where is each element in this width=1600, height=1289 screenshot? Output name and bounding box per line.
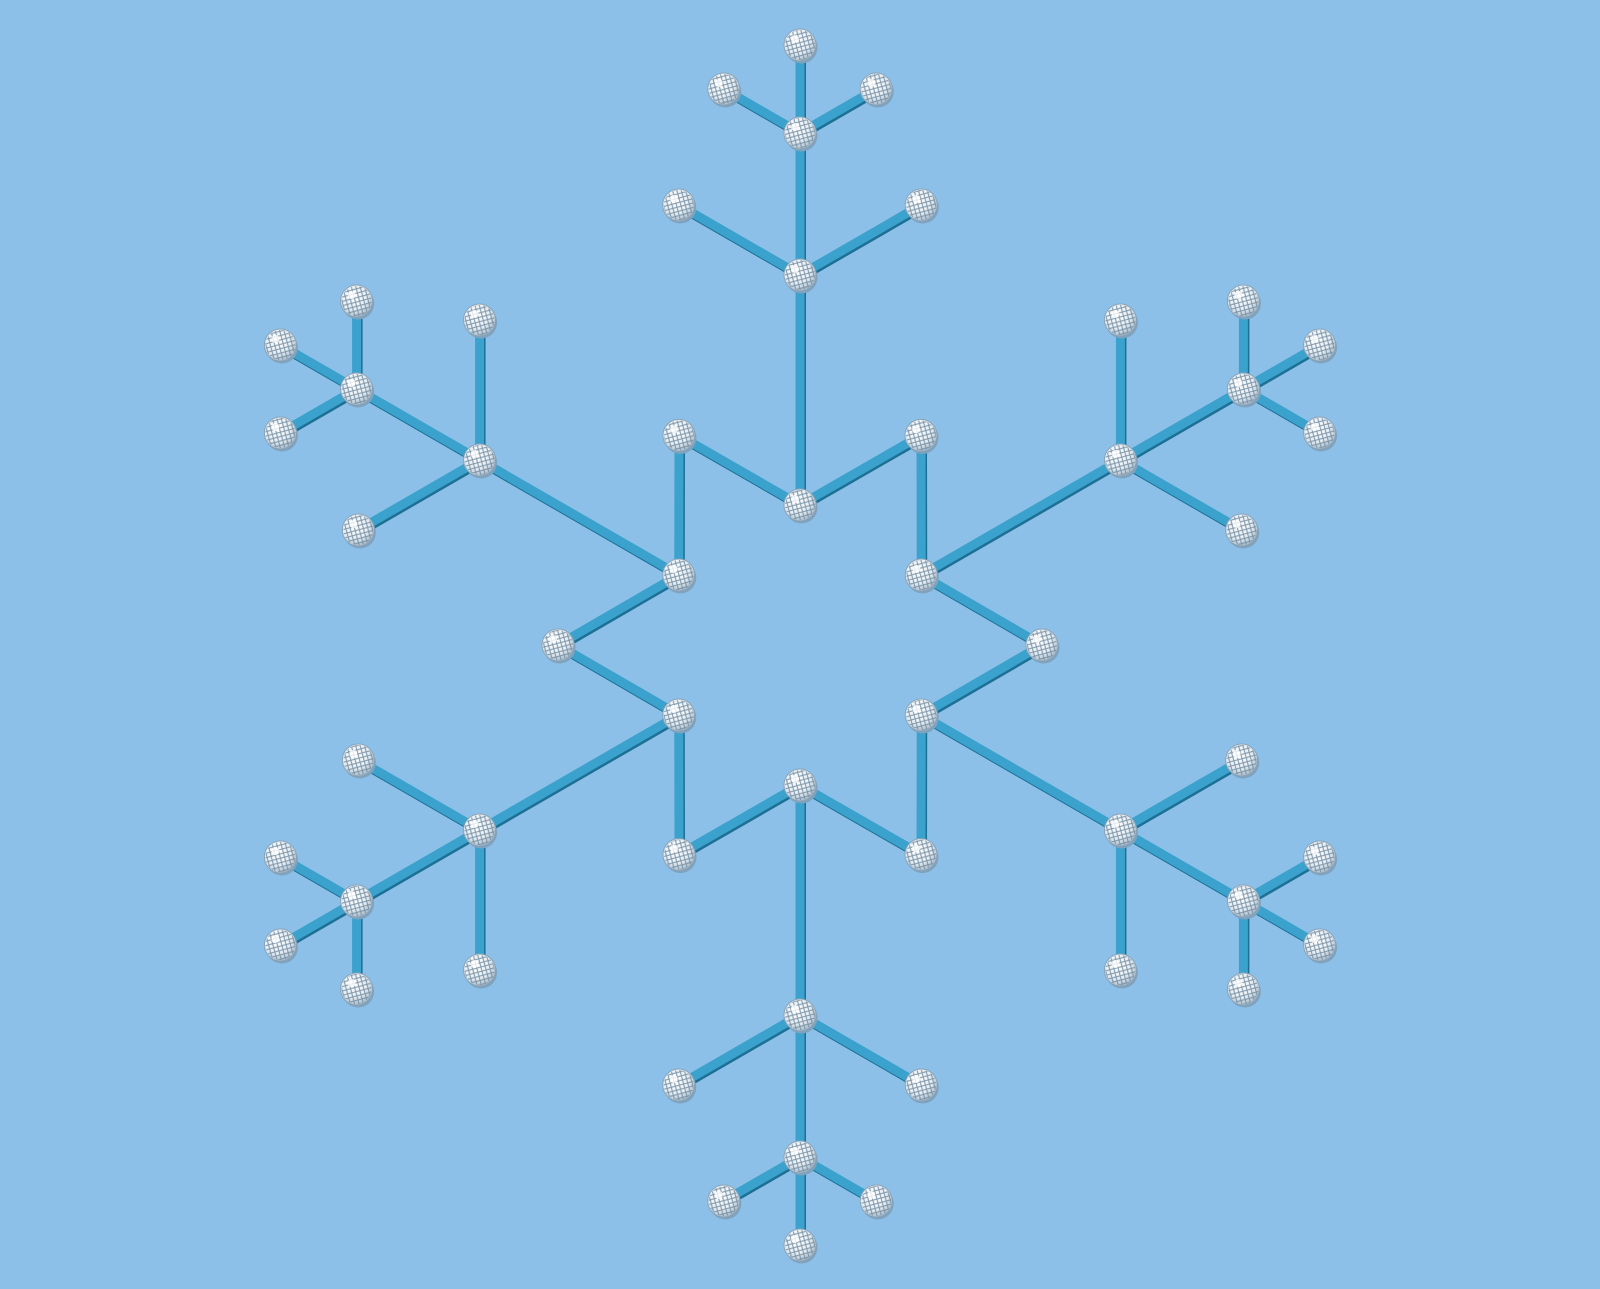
star-edge-rod [916, 430, 928, 582]
side-branch-rod [475, 315, 486, 467]
star-outer-point-node [904, 838, 939, 874]
branch-trunk-rod [475, 455, 685, 582]
star-inner-point-node [904, 698, 939, 734]
branch-fork-node [1226, 884, 1261, 920]
branch-trunk-rod [916, 710, 1127, 837]
side-branch-rod [674, 200, 806, 282]
side-branch-rod [1115, 755, 1248, 837]
branch-tip-node [1303, 928, 1338, 964]
branch-trunk-rod [1115, 384, 1250, 467]
branch-fork-node [340, 372, 375, 408]
fork-branch-node [263, 416, 298, 452]
star-outer-point-node [662, 418, 697, 454]
star-edge-rod [916, 570, 1048, 652]
branch-tip-node [263, 328, 298, 364]
side-branch-rod [353, 455, 486, 537]
fork-branch-node [340, 284, 375, 320]
side-branch-node [1103, 303, 1138, 339]
branch-tip-node [1303, 328, 1338, 364]
star-edge-rod [674, 780, 806, 862]
fork-branch-node [707, 72, 742, 108]
star-outer-point-node [904, 418, 939, 454]
side-branch-node [1225, 513, 1260, 549]
branch-mid-node [1103, 443, 1138, 479]
star-edge-rod [795, 430, 927, 512]
star-edge-rod [553, 640, 685, 722]
branch-fork-node [783, 1140, 818, 1176]
star-outer-point-node [541, 628, 576, 664]
branch-mid-node [783, 998, 818, 1034]
star-inner-point-node [783, 488, 818, 524]
fork-branch-node [1226, 284, 1261, 320]
fork-branch-node [859, 1184, 894, 1220]
side-branch-rod [795, 200, 928, 282]
fork-branch-node [1226, 972, 1261, 1008]
side-branch-node [341, 513, 376, 549]
side-branch-node [1103, 953, 1138, 989]
side-branch-node [662, 188, 697, 224]
fork-branch-node [707, 1184, 742, 1220]
branch-mid-node [463, 443, 498, 479]
star-edge-rod [795, 780, 927, 862]
star-edge-rod [916, 710, 928, 862]
fork-branch-node [1303, 840, 1338, 876]
branch-mid-node [1103, 813, 1138, 849]
side-branch-node [341, 743, 376, 779]
branch-trunk-rod [795, 1010, 806, 1164]
branch-trunk-rod [795, 270, 806, 512]
side-branch-node [662, 1068, 697, 1104]
branch-trunk-rod [795, 128, 806, 282]
side-branch-node [904, 188, 939, 224]
side-branch-node [904, 1068, 939, 1104]
star-inner-point-node [662, 558, 697, 594]
branch-trunk-rod [352, 825, 486, 908]
side-branch-rod [1115, 455, 1248, 537]
star-outer-point-node [1025, 628, 1060, 664]
side-branch-rod [475, 825, 486, 977]
side-branch-node [1225, 743, 1260, 779]
side-branch-rod [1115, 825, 1127, 977]
star-outer-point-node [662, 838, 697, 874]
branch-fork-node [1226, 372, 1261, 408]
side-branch-rod [674, 1010, 806, 1092]
fork-branch-node [340, 972, 375, 1008]
branch-tip-node [783, 1228, 818, 1264]
side-branch-rod [353, 755, 486, 837]
fork-branch-node [1303, 416, 1338, 452]
branch-fork-node [340, 884, 375, 920]
side-branch-rod [1115, 315, 1127, 467]
star-edge-rod [553, 570, 685, 652]
branch-mid-node [463, 813, 498, 849]
side-branch-node [463, 303, 498, 339]
star-edge-rod [916, 640, 1048, 722]
branch-trunk-rod [1115, 825, 1250, 908]
branch-fork-node [783, 116, 818, 152]
nodes [263, 28, 1338, 1264]
branch-trunk-rod [352, 384, 486, 467]
star-inner-point-node [662, 698, 697, 734]
branch-trunk-rod [475, 710, 685, 837]
star-inner-point-node [904, 558, 939, 594]
star-edge-rod [674, 430, 806, 512]
branch-trunk-rod [795, 780, 806, 1022]
fork-branch-node [263, 840, 298, 876]
star-inner-point-node [783, 768, 818, 804]
branch-trunk-rod [916, 455, 1127, 582]
branch-mid-node [783, 258, 818, 294]
star-edge-rod [674, 430, 685, 582]
fork-branch-node [859, 72, 894, 108]
side-branch-rod [795, 1010, 928, 1092]
star-edge-rod [674, 710, 685, 862]
branch-tip-node [783, 28, 818, 64]
side-branch-node [463, 953, 498, 989]
branch-tip-node [263, 928, 298, 964]
